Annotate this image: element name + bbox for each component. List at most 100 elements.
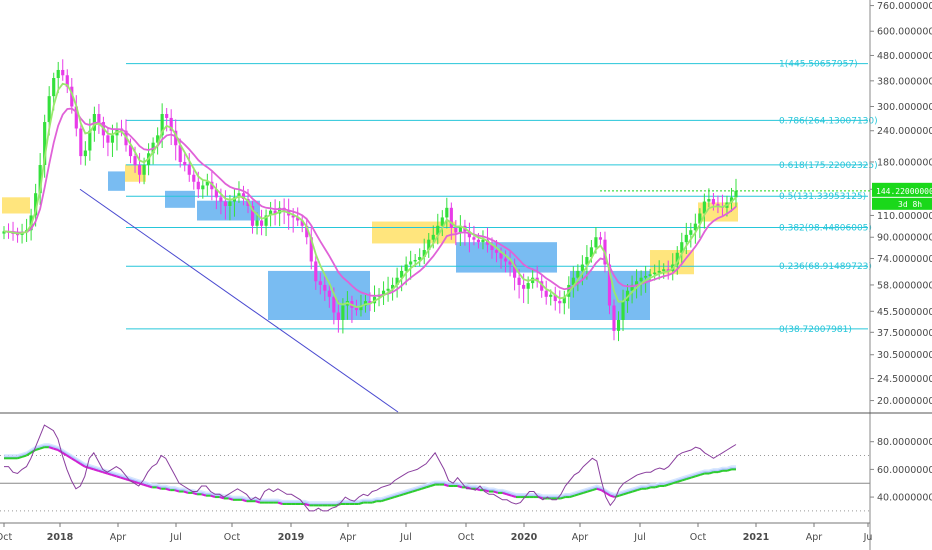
- rsi-ma-segment: [726, 468, 732, 472]
- rsi-ma-segment: [93, 468, 99, 472]
- rsi-ma-segment: [502, 491, 508, 496]
- rsi-ma-segment: [511, 494, 517, 499]
- candle-bear: [332, 296, 336, 313]
- candle-bear: [544, 290, 548, 297]
- rsi-ma-segment: [560, 496, 566, 500]
- time-tick-label: Apr: [572, 532, 589, 543]
- candle-bull: [110, 135, 115, 143]
- rsi-ma-segment: [48, 446, 54, 450]
- rsi-ma-segment: [111, 473, 117, 478]
- price-tick-label: 20.00000000: [877, 396, 932, 407]
- candle-bear: [137, 165, 142, 175]
- time-tick-label: 2018: [47, 532, 74, 543]
- candle-bull: [657, 270, 661, 273]
- price-tick-label: 90.00000000: [877, 233, 932, 244]
- price-tick-label: 110.00000000: [877, 211, 932, 222]
- candle-bull: [269, 210, 273, 216]
- candle-bull: [662, 269, 666, 271]
- candle-bull: [580, 264, 584, 271]
- candle-bull: [381, 290, 386, 295]
- rsi-ma-segment: [686, 476, 692, 481]
- candle-bear: [296, 217, 300, 221]
- candle-bull: [201, 185, 205, 190]
- candle-bull: [38, 165, 42, 194]
- rsi-ma-segment: [98, 469, 104, 474]
- time-tick-label: Jul: [633, 532, 645, 543]
- last-price-value: 144.22000000: [876, 187, 932, 196]
- zone-blue-2: [165, 190, 195, 208]
- candle-bear: [169, 117, 173, 131]
- price-tick-label: 24.50000000: [877, 374, 932, 385]
- rsi-ma-segment: [421, 486, 427, 490]
- candle-bull: [52, 78, 56, 97]
- rsi-ma-segment: [609, 494, 616, 499]
- rsi-ma-segment: [672, 480, 678, 485]
- candle-bull: [363, 301, 368, 306]
- candle-bull: [34, 193, 38, 216]
- price-tick-label: 600.00000000: [877, 27, 932, 38]
- zone-yellow-1: [2, 197, 30, 214]
- price-tick-label: 760.00000000: [877, 1, 932, 12]
- candle-bull: [445, 207, 449, 218]
- candle-bull: [576, 270, 580, 278]
- rsi-ma-segment: [443, 483, 449, 487]
- rsi-ma-segment: [255, 500, 261, 504]
- rsi-ma-segment: [174, 489, 180, 493]
- candle-bear: [70, 86, 74, 107]
- candle-bull: [395, 277, 399, 285]
- rsi-ma-segment: [587, 489, 593, 493]
- rsi-tick-label: 60.00000000: [877, 465, 932, 476]
- candle-bull: [404, 264, 408, 271]
- candle-bear: [323, 284, 327, 291]
- rsi-tick-label: 40.00000000: [877, 493, 932, 504]
- candle-bull: [88, 130, 92, 151]
- candle-bull: [228, 201, 232, 206]
- last-price-tag: [872, 182, 932, 197]
- candle-bear: [196, 181, 200, 190]
- rsi-ma-segment: [304, 503, 310, 507]
- candle-bull: [616, 319, 621, 331]
- candle-bear: [612, 305, 616, 331]
- candle-bear: [503, 258, 508, 262]
- rsi-ma-segment: [385, 497, 391, 501]
- rsi-ma-segment: [574, 493, 580, 497]
- candle-bull: [621, 301, 625, 320]
- candle-bear: [499, 252, 503, 259]
- rsi-ma-segment: [398, 493, 404, 497]
- price-tick-label: 480.00000000: [877, 51, 932, 62]
- candle-bull: [440, 217, 444, 226]
- candle-bull: [644, 275, 648, 278]
- rsi-ma-segment: [201, 493, 207, 497]
- ema-fast-line: [3, 82, 737, 308]
- candle-bear: [327, 290, 331, 297]
- rsi-ma-segment: [632, 489, 638, 493]
- candle-bull: [458, 225, 462, 233]
- time-tick-label: Apr: [806, 532, 823, 543]
- candle-bull: [278, 207, 282, 214]
- time-tick-label: Apr: [340, 532, 357, 543]
- candle-bear: [133, 156, 137, 166]
- rsi-ma-segment: [147, 485, 153, 489]
- rsi-ma-segment: [115, 475, 122, 479]
- rsi-ma-segment: [53, 447, 59, 451]
- rsi-ma-segment: [425, 485, 431, 489]
- countdown-value: 3d 8h: [898, 200, 922, 209]
- price-tick-label: 180.00000000: [877, 157, 932, 168]
- rsi-ma-segment: [358, 501, 364, 505]
- candle-bear: [210, 181, 214, 190]
- time-tick-label: 2021: [743, 532, 769, 543]
- candle-bull: [594, 237, 598, 248]
- rsi-ma-segment: [430, 483, 436, 487]
- rsi-ma-segment: [484, 489, 490, 493]
- time-tick-label: 2020: [511, 532, 538, 543]
- rsi-ma-segment: [17, 455, 23, 460]
- rsi-ma-segment: [569, 494, 575, 499]
- candle-bull: [47, 96, 51, 123]
- candle-bull: [422, 250, 426, 258]
- candle-bull: [418, 257, 422, 260]
- rsi-ma-segment: [156, 486, 162, 490]
- candle-bear: [607, 264, 612, 306]
- candle-bear: [291, 215, 295, 218]
- candle-bull: [698, 213, 702, 224]
